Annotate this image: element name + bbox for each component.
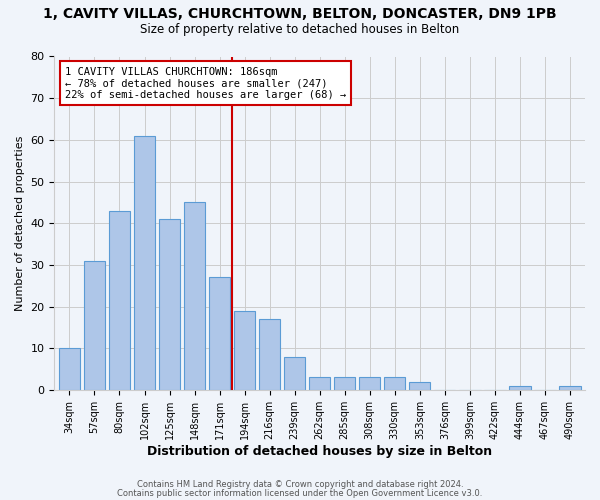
Bar — [509, 386, 530, 390]
Bar — [109, 210, 130, 390]
Bar — [209, 278, 230, 390]
Bar — [284, 356, 305, 390]
Bar — [84, 260, 105, 390]
Bar — [559, 386, 581, 390]
Bar — [159, 219, 180, 390]
Bar — [234, 310, 255, 390]
Bar — [334, 378, 355, 390]
Text: Contains HM Land Registry data © Crown copyright and database right 2024.: Contains HM Land Registry data © Crown c… — [137, 480, 463, 489]
Bar — [59, 348, 80, 390]
Text: Size of property relative to detached houses in Belton: Size of property relative to detached ho… — [140, 22, 460, 36]
Bar — [134, 136, 155, 390]
Bar — [259, 319, 280, 390]
Text: Contains public sector information licensed under the Open Government Licence v3: Contains public sector information licen… — [118, 488, 482, 498]
Y-axis label: Number of detached properties: Number of detached properties — [15, 136, 25, 311]
Bar — [359, 378, 380, 390]
X-axis label: Distribution of detached houses by size in Belton: Distribution of detached houses by size … — [147, 444, 492, 458]
Text: 1 CAVITY VILLAS CHURCHTOWN: 186sqm
← 78% of detached houses are smaller (247)
22: 1 CAVITY VILLAS CHURCHTOWN: 186sqm ← 78%… — [65, 66, 346, 100]
Bar — [409, 382, 430, 390]
Bar — [309, 378, 331, 390]
Bar — [384, 378, 406, 390]
Bar — [184, 202, 205, 390]
Text: 1, CAVITY VILLAS, CHURCHTOWN, BELTON, DONCASTER, DN9 1PB: 1, CAVITY VILLAS, CHURCHTOWN, BELTON, DO… — [43, 8, 557, 22]
